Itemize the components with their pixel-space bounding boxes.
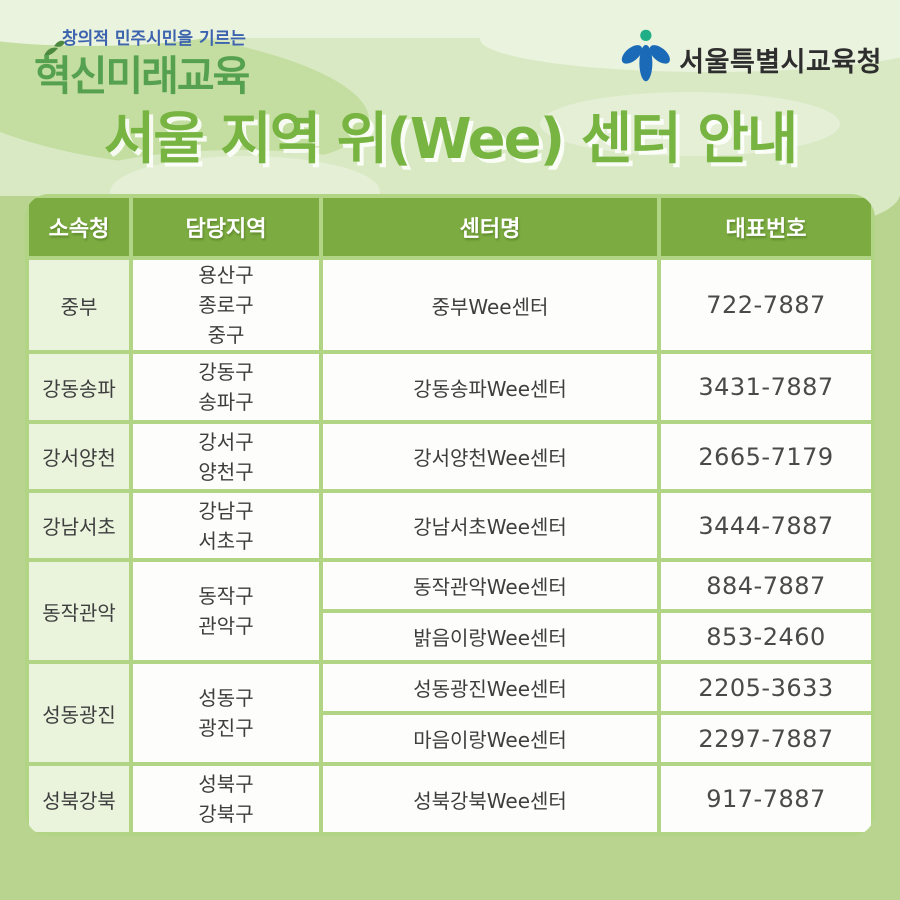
org-name: 서울특별시교육청 (679, 46, 882, 78)
seoul-education-logo-icon (619, 28, 671, 90)
cell-center-name: 밝음이랑Wee센터 (323, 613, 657, 660)
cell-center-name: 강남서초Wee센터 (323, 493, 657, 558)
table-body: 중부 용산구 종로구 중구 중부Wee센터 722-7887 강동송파 강동구 송파구 강동송파W… (29, 260, 871, 832)
table-row: 성동광진 성동구 광진구 성동광진Wee센터 2205-3633 (29, 664, 871, 762)
table-row: 강동송파 강동구 송파구 강동송파Wee센터 3431-7887 (29, 354, 871, 420)
cell-office: 강동송파 (29, 354, 129, 420)
column-header-0: 소속청 (29, 198, 129, 256)
cell-center-name: 마음이랑Wee센터 (323, 715, 657, 762)
district-line: 관악구 (198, 614, 254, 638)
brand-tagline: 창의적 민주시민을 기르는 (62, 29, 246, 49)
cell-phone: 3444-7887 (661, 493, 871, 558)
district-line: 양천구 (198, 459, 254, 484)
bg-pale-blob (480, 6, 900, 72)
cell-phone: 3431-7887 (661, 354, 871, 420)
cell-center-name: 강동송파Wee센터 (323, 354, 657, 420)
table-wrapper: 소속청 담당지역 센터명 대표번호 중부 용산구 종로구 중구 중부Wee센터 722-7887… (25, 194, 875, 836)
cell-center-name: 동작관악Wee센터 (323, 562, 657, 609)
district-line: 서초구 (198, 528, 254, 553)
cell-phone: 2665-7179 (661, 424, 871, 489)
column-header-1: 담당지역 (133, 198, 319, 256)
district-line: 광진구 (198, 716, 254, 740)
cell-phone: 2297-7887 (661, 715, 871, 762)
cell-office: 성동광진 (29, 664, 129, 762)
cell-phone: 853-2460 (661, 613, 871, 660)
org-logo: 서울특별시교육청 (619, 28, 882, 90)
header-row: 소속청 담당지역 센터명 대표번호 (29, 198, 871, 256)
brand-leaf-icon (40, 40, 66, 64)
bg-title-blob (540, 92, 840, 156)
district-line: 강남구 (198, 498, 254, 523)
table-row: 성북강북 성북구 강북구 성북강북Wee센터 917-7887 (29, 766, 871, 832)
table-row: 중부 용산구 종로구 중구 중부Wee센터 722-7887 (29, 260, 871, 350)
cell-center-name: 중부Wee센터 (323, 260, 657, 350)
district-line: 송파구 (198, 390, 254, 414)
cell-office: 강서양천 (29, 424, 129, 489)
district-line: 강북구 (198, 802, 254, 826)
district-line: 성북구 (198, 772, 254, 796)
table-row: 강서양천 강서구 양천구 강서양천Wee센터 2665-7179 (29, 424, 871, 489)
cell-center-name: 강서양천Wee센터 (323, 424, 657, 489)
cell-office: 강남서초 (29, 493, 129, 558)
district-line: 용산구 (198, 263, 254, 287)
table-row: 강남서초 강남구 서초구 강남서초Wee센터 3444-7887 (29, 493, 871, 558)
table-row: 동작관악 동작구 관악구 동작관악Wee센터 884-7887 (29, 562, 871, 660)
cell-office: 성북강북 (29, 766, 129, 832)
district-line: 강서구 (198, 429, 254, 454)
district-line: 강동구 (198, 360, 254, 384)
district-line: 성동구 (198, 686, 254, 710)
cell-phone: 2205-3633 (661, 664, 871, 711)
district-line: 동작구 (198, 584, 254, 608)
cell-office: 중부 (29, 260, 129, 350)
cell-center-name: 성북강북Wee센터 (323, 766, 657, 832)
cell-phone: 884-7887 (661, 562, 871, 609)
district-line: 중구 (207, 323, 245, 347)
table-header-row: 소속청 담당지역 센터명 대표번호 (29, 198, 871, 256)
table-row: 마음이랑Wee센터 2297-7887 (29, 715, 871, 762)
table-row: 밝음이랑Wee센터 853-2460 (29, 613, 871, 660)
column-header-3: 대표번호 (661, 198, 871, 256)
wee-center-table: 소속청 담당지역 센터명 대표번호 중부 용산구 종로구 중구 중부Wee센터 722-7887… (25, 194, 875, 836)
brand-logo-text: 혁신미래교육 (34, 52, 250, 100)
cell-center-name: 성동광진Wee센터 (323, 664, 657, 711)
cell-phone: 722-7887 (661, 260, 871, 350)
district-line: 종로구 (198, 293, 254, 317)
cell-phone: 917-7887 (661, 766, 871, 832)
cell-office: 동작관악 (29, 562, 129, 660)
page-title: 서울 지역 위(Wee) 센터 안내 (103, 107, 799, 172)
column-header-2: 센터명 (323, 198, 657, 256)
